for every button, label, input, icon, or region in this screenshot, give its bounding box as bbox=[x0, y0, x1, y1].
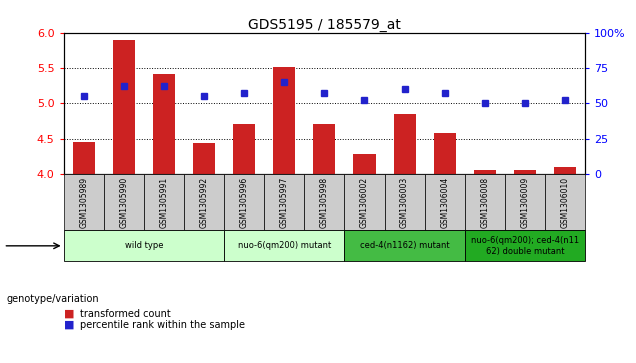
Text: GSM1305990: GSM1305990 bbox=[120, 176, 128, 228]
Bar bbox=[104, 174, 144, 230]
Bar bbox=[64, 230, 224, 261]
Bar bbox=[505, 174, 545, 230]
Bar bbox=[465, 174, 505, 230]
Bar bbox=[233, 125, 255, 174]
Bar bbox=[514, 170, 536, 174]
Bar bbox=[304, 174, 345, 230]
Text: ■: ■ bbox=[64, 320, 74, 330]
Bar bbox=[425, 174, 465, 230]
Bar bbox=[224, 230, 345, 261]
Text: GSM1305991: GSM1305991 bbox=[160, 176, 169, 228]
Bar bbox=[144, 174, 184, 230]
Text: ■: ■ bbox=[64, 309, 74, 319]
Bar bbox=[345, 230, 465, 261]
Text: GSM1305992: GSM1305992 bbox=[200, 176, 209, 228]
Title: GDS5195 / 185579_at: GDS5195 / 185579_at bbox=[248, 18, 401, 32]
Bar bbox=[545, 174, 585, 230]
Bar bbox=[224, 174, 264, 230]
Text: GSM1305998: GSM1305998 bbox=[320, 176, 329, 228]
Text: GSM1306010: GSM1306010 bbox=[560, 176, 570, 228]
Text: GSM1306003: GSM1306003 bbox=[400, 176, 409, 228]
Bar bbox=[465, 230, 585, 261]
Bar bbox=[394, 114, 416, 174]
Bar bbox=[434, 133, 456, 174]
Text: genotype/variation: genotype/variation bbox=[6, 294, 99, 305]
Bar bbox=[385, 174, 425, 230]
Text: percentile rank within the sample: percentile rank within the sample bbox=[80, 320, 244, 330]
Bar bbox=[264, 174, 304, 230]
Text: GSM1306004: GSM1306004 bbox=[440, 176, 449, 228]
Bar bbox=[554, 167, 576, 174]
Bar bbox=[354, 154, 375, 174]
Text: GSM1305997: GSM1305997 bbox=[280, 176, 289, 228]
Text: GSM1306008: GSM1306008 bbox=[480, 176, 489, 228]
Bar bbox=[314, 125, 335, 174]
Text: GSM1305996: GSM1305996 bbox=[240, 176, 249, 228]
Bar bbox=[73, 142, 95, 174]
Text: wild type: wild type bbox=[125, 241, 163, 250]
Text: nuo-6(qm200) mutant: nuo-6(qm200) mutant bbox=[238, 241, 331, 250]
Bar bbox=[193, 143, 215, 174]
Bar bbox=[153, 74, 175, 174]
Text: GSM1306009: GSM1306009 bbox=[520, 176, 529, 228]
Bar bbox=[113, 40, 135, 174]
Bar bbox=[474, 170, 496, 174]
Text: GSM1305989: GSM1305989 bbox=[79, 176, 88, 228]
Text: GSM1306002: GSM1306002 bbox=[360, 176, 369, 228]
Bar bbox=[64, 174, 104, 230]
Bar bbox=[184, 174, 224, 230]
Text: ced-4(n1162) mutant: ced-4(n1162) mutant bbox=[360, 241, 450, 250]
Text: transformed count: transformed count bbox=[80, 309, 170, 319]
Bar bbox=[345, 174, 385, 230]
Text: nuo-6(qm200); ced-4(n11
62) double mutant: nuo-6(qm200); ced-4(n11 62) double mutan… bbox=[471, 236, 579, 256]
Bar bbox=[273, 66, 295, 174]
